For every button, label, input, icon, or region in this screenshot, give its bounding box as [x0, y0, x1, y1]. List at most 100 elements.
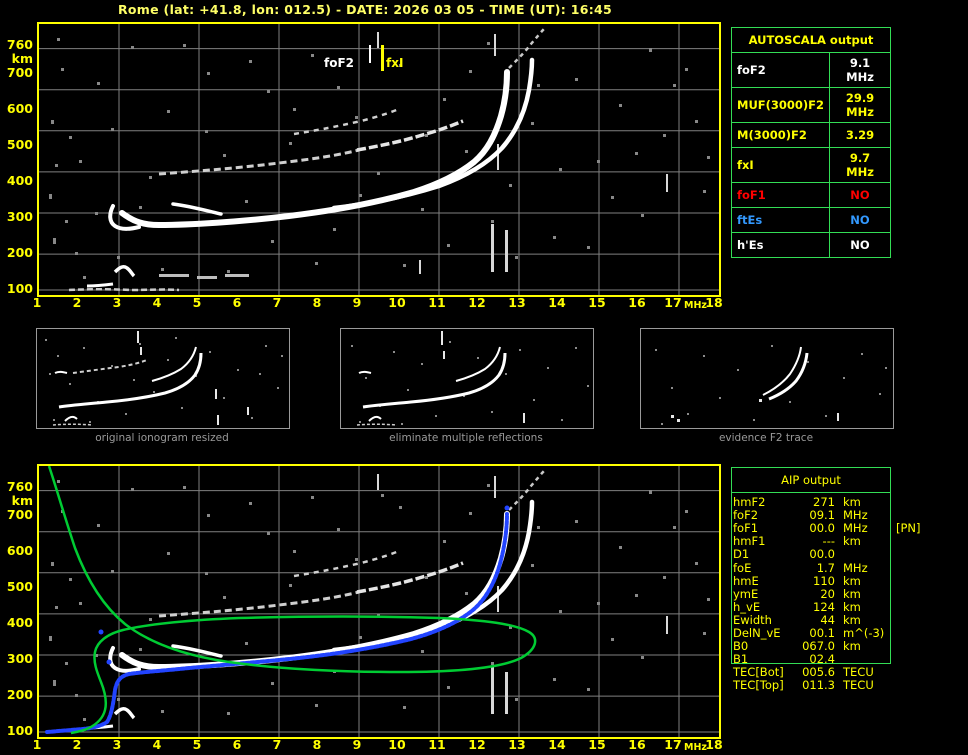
aip-row-hme: hmE 110 km	[733, 573, 968, 588]
top-ionogram-panel: 760 km 700 600 500 400 300 200 100	[0, 18, 730, 313]
table-row: MUF(3000)F2 29.9 MHz	[730, 87, 891, 123]
aip-unit-deln-ve: m^(-3)	[843, 626, 885, 640]
aip-value-b1: 02.4	[809, 652, 835, 667]
aip-value-foe: 1.7	[816, 560, 835, 575]
aip-unit-hmf1: km	[843, 534, 861, 549]
aip-label-deln-ve: DelN_vE	[733, 626, 781, 640]
aip-unit-fof1: MHz	[843, 521, 868, 536]
thumbnail-caption-evidence: evidence F2 trace	[718, 432, 814, 444]
bottom-xtick-8: 8	[312, 737, 322, 752]
bottom-xtick-14: 14	[548, 737, 566, 752]
aip-row-ewidth: Ewidth 44 km	[733, 612, 968, 627]
aip-value-hmf2: 271	[813, 495, 835, 509]
aip-value-tec-bot: 005.6	[802, 665, 835, 680]
bottom-xtick-4: 4	[152, 737, 162, 752]
thumbnail-eliminate-multiple-reflections[interactable]	[340, 328, 594, 429]
autoscala-val-fxi: 9.7 MHz	[829, 147, 891, 183]
aip-row-deln-ve: DelN_vE 00.1 m^(-3)	[733, 626, 968, 640]
aip-value-fof1: 00.0	[809, 521, 835, 536]
top-echo-traces	[68, 27, 546, 292]
aip-row-foe: foE 1.7 MHz	[733, 560, 968, 575]
aip-label-foe: foE	[733, 560, 752, 575]
bottom-ionogram-panel: 760 km 700 600 500 400 300 200 100	[0, 460, 730, 755]
aip-row-hmf1: hmF1 --- km	[733, 534, 968, 549]
bottom-ytick-400: 400	[6, 615, 33, 630]
aip-unit-tec-top: TECU	[843, 678, 874, 693]
top-xtick-7: 7	[272, 295, 282, 310]
aip-label-h-ve: h_vE	[733, 599, 761, 614]
bottom-yaxis-unit: km	[11, 493, 33, 508]
top-xtick-2: 2	[72, 295, 82, 310]
top-ytick-400: 400	[6, 173, 33, 188]
aip-unit-fof2: MHz	[843, 508, 868, 523]
top-xtick-5: 5	[192, 295, 202, 310]
top-xtick-8: 8	[312, 295, 322, 310]
bottom-xtick-2: 2	[72, 737, 82, 752]
bottom-plot-area	[37, 464, 721, 739]
aip-unit-yme: km	[843, 586, 861, 601]
aip-label-fof2: foF2	[733, 508, 759, 523]
aip-label-b0: B0	[733, 639, 749, 654]
bottom-ytick-200: 200	[6, 687, 33, 702]
autoscala-key-fof1: foF1	[730, 182, 831, 208]
top-xtick-13: 13	[508, 295, 526, 310]
bottom-noise-speckle	[49, 474, 710, 721]
autoscala-val-fof1: NO	[829, 182, 891, 208]
autoscala-key-hes: h'Es	[730, 232, 831, 258]
thumbnail-caption-original: original ionogram resized	[95, 432, 229, 444]
top-xtick-10: 10	[388, 295, 406, 310]
aip-output-panel: AIP output	[731, 467, 891, 664]
bottom-xtick-12: 12	[468, 737, 486, 752]
aip-value-b0: 067.0	[802, 639, 835, 654]
aip-label-hmf1: hmF1	[733, 534, 766, 549]
bottom-ytick-500: 500	[6, 579, 33, 594]
bottom-xtick-17: 17	[664, 737, 682, 752]
autoscala-val-fof2: 9.1 MHz	[829, 52, 891, 88]
bottom-xtick-16: 16	[628, 737, 646, 752]
aip-unit-b0: km	[843, 639, 861, 654]
aip-row-h-ve: h_vE 124 km	[733, 599, 968, 614]
aip-label-tec-top: TEC[Top]	[733, 678, 784, 693]
aip-row-b0: B0 067.0 km	[733, 639, 968, 654]
aip-row-fof2: foF2 09.1 MHz	[733, 508, 968, 523]
fof2-marker-line	[369, 45, 371, 63]
aip-value-yme: 20	[820, 586, 835, 601]
thumbnail-evidence-f2-trace[interactable]	[640, 328, 894, 429]
aip-label-hme: hmE	[733, 573, 759, 588]
autoscala-output-table: AUTOSCALA output foF2 9.1 MHz MUF(3000)F…	[730, 27, 891, 258]
aip-note-fof1: [PN]	[896, 521, 921, 536]
fof2-annotation-label: foF2	[324, 56, 355, 70]
aip-value-fof2: 09.1	[809, 508, 835, 523]
table-row: ftEs NO	[730, 207, 891, 233]
fxi-annotation-label: fxI	[386, 56, 404, 70]
aip-title: AIP output	[732, 468, 890, 493]
top-xtick-16: 16	[628, 295, 646, 310]
bottom-xtick-11: 11	[428, 737, 446, 752]
aip-label-yme: ymE	[733, 586, 759, 601]
table-row: fxI 9.7 MHz	[730, 147, 891, 183]
table-row: foF2 9.1 MHz	[730, 52, 891, 88]
top-plot-area	[37, 22, 721, 297]
bottom-xtick-9: 9	[352, 737, 362, 752]
fxi-marker-line	[381, 45, 384, 71]
aip-label-d1: D1	[733, 547, 750, 562]
aip-unit-ewidth: km	[843, 612, 861, 627]
bottom-xtick-15: 15	[588, 737, 606, 752]
aip-label-hmf2: hmF2	[733, 495, 766, 509]
aip-label-fof1: foF1	[733, 521, 759, 536]
bottom-xtick-5: 5	[192, 737, 202, 752]
top-xtick-12: 12	[468, 295, 486, 310]
aip-value-d1: 00.0	[809, 547, 835, 562]
aip-rows-container: hmF2 271 km foF2 09.1 MHz foF1 00.0 MHz …	[733, 495, 968, 700]
aip-row-tec-bot: TEC[Bot] 005.6 TECU	[733, 665, 968, 680]
top-xtick-14: 14	[548, 295, 566, 310]
aip-row-tec-top: TEC[Top] 011.3 TECU	[733, 678, 968, 693]
top-ytick-200: 200	[6, 245, 33, 260]
autoscala-key-ftes: ftEs	[730, 207, 831, 233]
bottom-ytick-100: 100	[6, 723, 33, 738]
aip-value-hme: 110	[813, 573, 835, 588]
aip-value-h-ve: 124	[813, 599, 835, 614]
bottom-ytick-600: 600	[6, 543, 33, 558]
thumbnail-original-ionogram[interactable]	[36, 328, 290, 429]
bottom-ytick-300: 300	[6, 651, 33, 666]
